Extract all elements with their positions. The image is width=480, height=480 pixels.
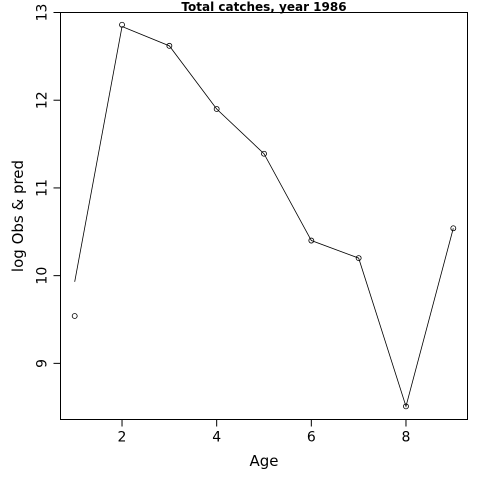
y-tick-label: 11 bbox=[35, 179, 51, 197]
observed-point bbox=[403, 403, 409, 410]
x-tick-label: 4 bbox=[212, 430, 221, 446]
observed-point bbox=[119, 21, 125, 28]
predicted-line bbox=[74, 25, 454, 408]
observed-point bbox=[213, 106, 220, 112]
observed-point bbox=[166, 42, 173, 49]
y-tick-label: 10 bbox=[35, 267, 51, 285]
y-tick-label: 9 bbox=[35, 359, 51, 368]
x-tick-label: 8 bbox=[402, 430, 411, 446]
observed-point bbox=[308, 237, 315, 244]
plot-frame bbox=[60, 12, 468, 420]
y-axis: 9 10 11 12 13 bbox=[35, 4, 61, 368]
observed-point bbox=[71, 313, 78, 319]
observed-point bbox=[355, 255, 362, 262]
y-tick-label: 13 bbox=[35, 4, 51, 22]
y-axis-label: log Obs & pred bbox=[9, 160, 27, 272]
x-tick-label: 6 bbox=[307, 430, 316, 446]
y-tick-label: 12 bbox=[35, 91, 51, 109]
observed-point bbox=[261, 150, 267, 157]
observed-point bbox=[450, 225, 457, 232]
x-axis-label: Age bbox=[249, 452, 278, 470]
observed-points bbox=[71, 21, 457, 410]
chart-title: Total catches, year 1986 bbox=[181, 0, 346, 14]
x-axis: 2 4 6 8 bbox=[118, 419, 411, 446]
x-tick-label: 2 bbox=[118, 430, 127, 446]
